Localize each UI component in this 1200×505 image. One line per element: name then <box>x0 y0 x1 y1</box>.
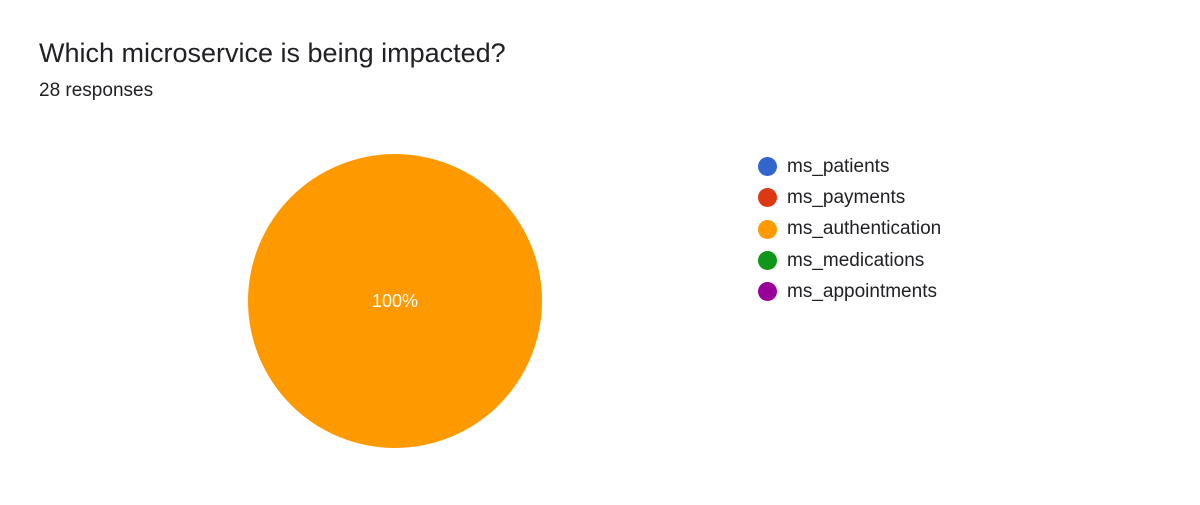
legend-label: ms_authentication <box>787 218 942 240</box>
legend-item-ms-appointments: ms_appointments <box>758 276 941 307</box>
legend-swatch-icon <box>758 282 777 302</box>
legend-item-ms-authentication: ms_authentication <box>758 214 941 245</box>
legend-swatch-icon <box>758 251 777 271</box>
legend-item-ms-medications: ms_medications <box>758 245 941 276</box>
pie-slice-ms-authentication <box>248 154 542 448</box>
pie-slice-label-ms-authentication: 100% <box>372 291 418 311</box>
legend-label: ms_appointments <box>787 280 937 302</box>
question-title: Which microservice is being impacted? <box>39 38 506 68</box>
legend-label: ms_patients <box>787 155 890 177</box>
legend-swatch-icon <box>758 157 777 177</box>
legend-item-ms-patients: ms_patients <box>758 151 941 182</box>
legend-swatch-icon <box>758 219 777 239</box>
response-count: 28 responses <box>39 80 154 101</box>
legend-label: ms_payments <box>787 186 906 208</box>
legend-item-ms-payments: ms_payments <box>758 182 941 213</box>
legend-label: ms_medications <box>787 249 925 271</box>
legend-swatch-icon <box>758 188 777 208</box>
